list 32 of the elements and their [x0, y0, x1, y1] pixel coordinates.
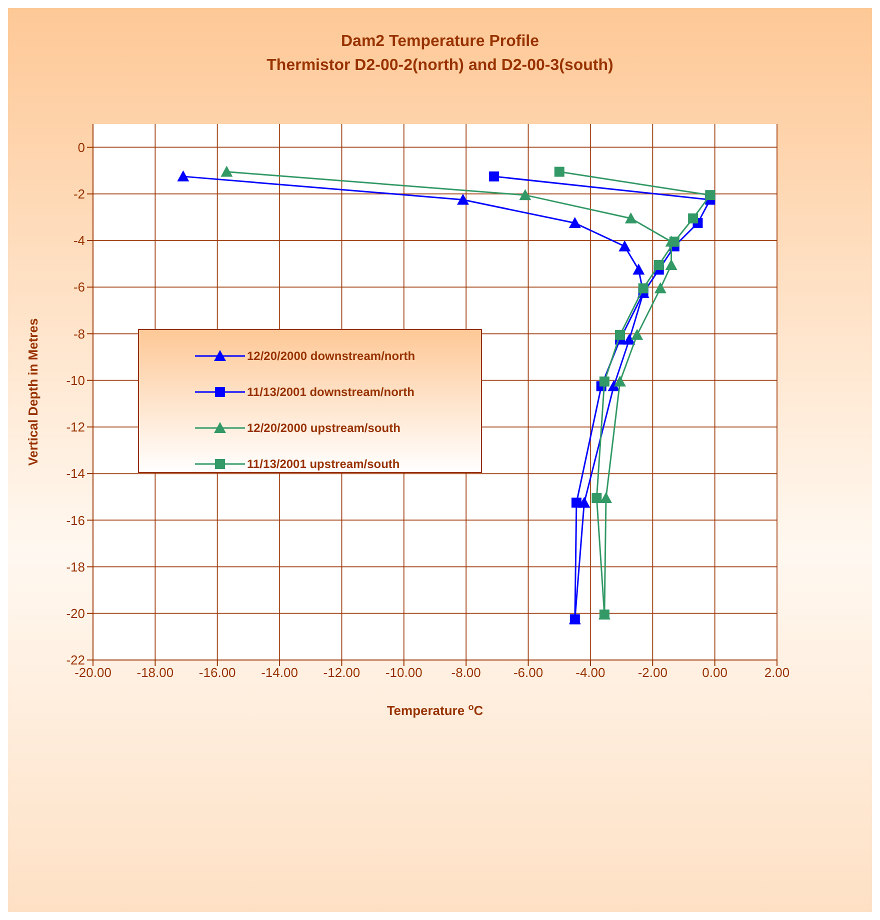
legend-label: 12/20/2000 downstream/north: [247, 349, 416, 363]
y-axis-title: Vertical Depth in Metres: [26, 318, 41, 466]
y-tick-label: -16: [66, 512, 85, 528]
x-tick-label: -6.00: [513, 665, 544, 680]
legend-label: 11/13/2001 upstream/south: [247, 457, 400, 471]
legend-label: 11/13/2001 downstream/north: [247, 385, 414, 399]
y-tick-label: -10: [66, 372, 85, 388]
y-tick-label: -22: [66, 652, 85, 668]
y-tick-label: -20: [66, 606, 85, 622]
y-tick-label: -8: [73, 326, 85, 342]
x-tick-label: 0.00: [702, 665, 728, 680]
chart-title: Dam2 Temperature Profile: [340, 32, 540, 52]
y-tick-label: -18: [66, 559, 85, 574]
x-tick-label: -18.00: [136, 665, 174, 680]
x-tick-label: 2.00: [764, 665, 790, 680]
y-tick-label: -4: [73, 233, 85, 248]
x-tick-label: -20.00: [74, 665, 112, 680]
x-tick-label: -12.00: [323, 665, 360, 680]
y-tick-label: -6: [73, 280, 85, 295]
x-tick-label: -8.00: [451, 665, 481, 680]
x-tick-label: -16.00: [198, 665, 236, 680]
x-tick-label: -10.00: [385, 665, 422, 680]
x-tick-label: -4.00: [576, 665, 606, 680]
x-tick-label: -14.00: [261, 665, 298, 680]
y-tick-label: -2: [73, 186, 85, 202]
x-axis-title: Temperature $^{o}$C: [386, 702, 484, 718]
y-tick-label: -14: [66, 466, 85, 482]
y-tick-label: 0: [78, 140, 85, 155]
x-tick-label: -2.00: [638, 665, 668, 680]
legend-label: 12/20/2000 upstream/south: [247, 421, 400, 435]
chart-subtitle: Thermistor D2-00-2(north) and D2-00-3(south): [266, 56, 614, 76]
y-tick-label: -12: [66, 420, 85, 435]
